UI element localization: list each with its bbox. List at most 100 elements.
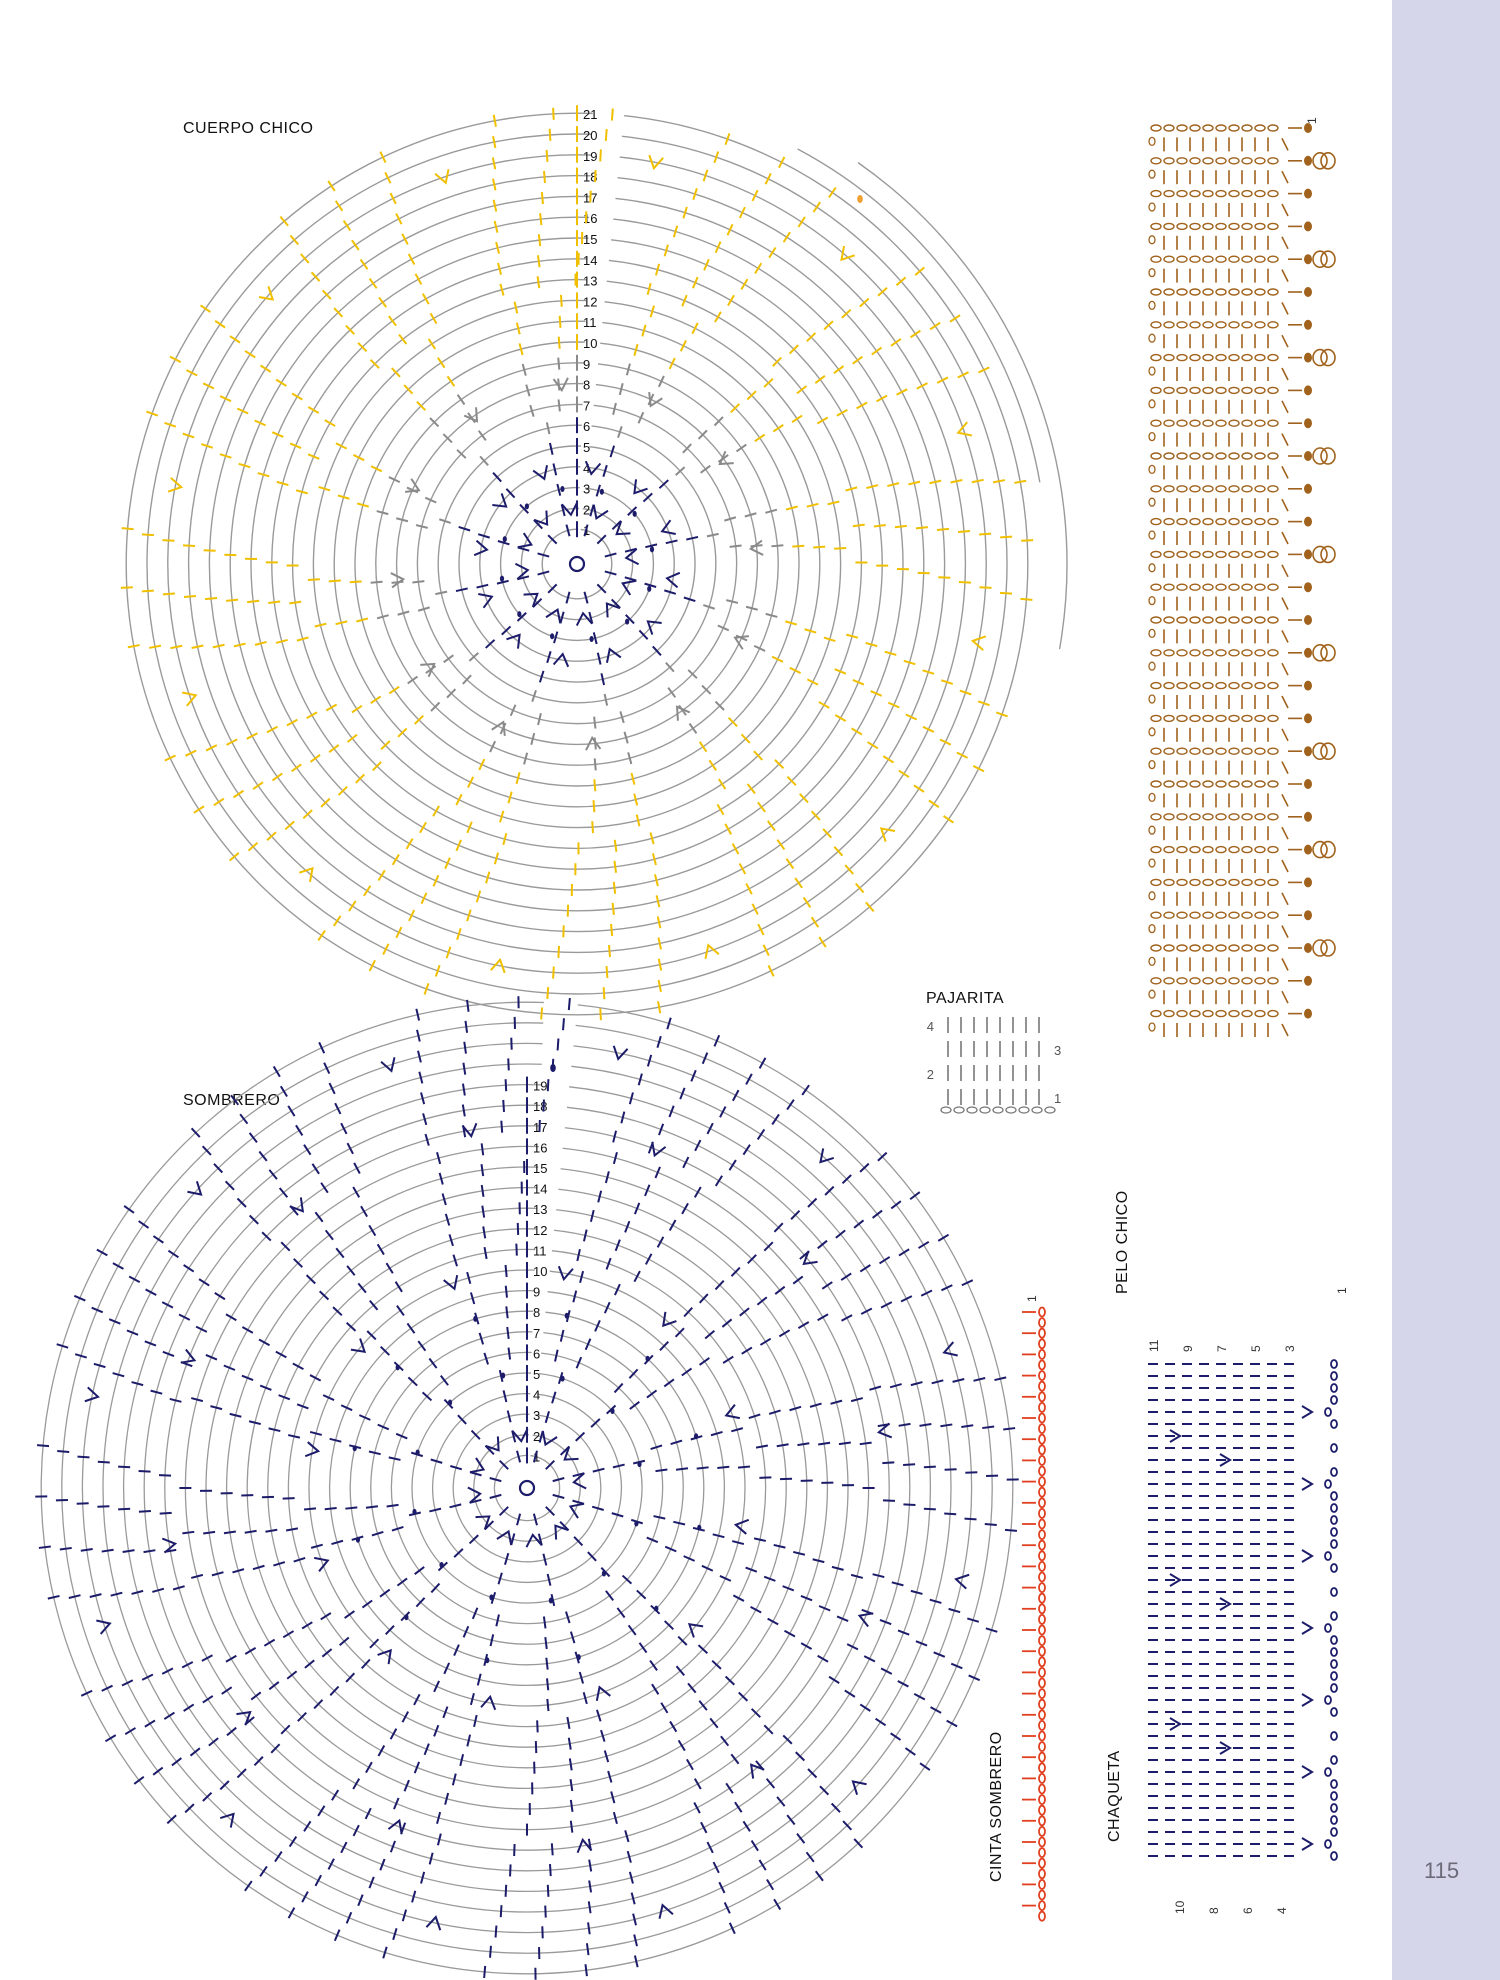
chain-mark xyxy=(1202,780,1214,788)
stitch-mark xyxy=(701,684,712,695)
chain-mark xyxy=(1163,255,1175,263)
round-number: 4 xyxy=(583,461,590,476)
stitch-mark xyxy=(767,965,775,977)
chain-mark xyxy=(1189,780,1201,788)
increase-mark xyxy=(624,548,640,566)
stitch-mark xyxy=(201,1145,212,1156)
stitch-mark xyxy=(663,244,669,257)
round-number: 13 xyxy=(533,1202,547,1217)
stitch-mark xyxy=(184,1803,195,1814)
stitch-mark xyxy=(1281,367,1289,381)
chain-mark xyxy=(1202,944,1214,952)
stitch-mark xyxy=(806,678,819,686)
stitch-mark xyxy=(429,417,440,428)
stitch-mark xyxy=(681,1202,689,1215)
stitch-mark xyxy=(272,1065,281,1078)
round-number: 11 xyxy=(583,315,597,330)
stitch-mark xyxy=(328,1082,336,1095)
stitch-mark xyxy=(686,535,699,541)
stitch-mark xyxy=(700,1821,708,1834)
stitch-mark xyxy=(824,1185,835,1196)
stitch-mark xyxy=(706,532,719,538)
stitch-mark xyxy=(97,1460,110,1464)
stitch-mark xyxy=(789,1405,802,1412)
stitch-mark xyxy=(413,714,424,725)
stitch-mark xyxy=(569,1820,574,1833)
chain-mark xyxy=(1215,649,1227,657)
stitch-mark xyxy=(759,1476,772,1479)
stitch-mark xyxy=(750,1605,762,1614)
chain-mark xyxy=(1241,124,1253,132)
stitch-mark xyxy=(221,1686,233,1695)
stitch-mark xyxy=(624,1830,630,1843)
stitch-mark xyxy=(870,690,883,697)
stitch-mark xyxy=(1281,302,1289,315)
stitch-mark xyxy=(603,1301,611,1314)
stitch-mark xyxy=(718,1881,726,1894)
stitch-mark xyxy=(391,367,401,378)
round-number: 18 xyxy=(533,1099,547,1114)
chain-mark xyxy=(1202,386,1214,395)
stitch-mark xyxy=(340,1122,348,1135)
stitch-mark xyxy=(785,505,798,511)
stitch-mark xyxy=(345,1322,357,1332)
stitch-mark xyxy=(772,356,782,367)
stitch-mark xyxy=(880,1667,893,1675)
chain-mark xyxy=(992,1106,1004,1114)
stitch-mark xyxy=(961,1279,974,1287)
stitch-mark xyxy=(485,639,496,649)
stitch-mark xyxy=(559,1329,565,1342)
chain-mark xyxy=(1148,759,1156,770)
stitch-mark xyxy=(329,1685,340,1697)
stitch-mark xyxy=(791,414,803,424)
stitch-mark xyxy=(278,1394,291,1401)
stitch-mark xyxy=(478,1332,485,1345)
stitch-mark xyxy=(287,1907,296,1919)
stitch-mark xyxy=(388,1456,401,1461)
stitch-mark xyxy=(314,1211,324,1223)
stitch-mark xyxy=(717,624,730,632)
stitch-mark xyxy=(644,1184,651,1197)
stitch-mark xyxy=(278,1187,289,1198)
stitch-mark xyxy=(653,874,659,887)
stitch-mark xyxy=(562,1018,565,1031)
stitch-mark xyxy=(793,1550,806,1556)
increase-mark xyxy=(633,479,648,495)
increase-mark xyxy=(648,154,664,171)
stitch-mark xyxy=(818,936,827,948)
stitch-mark xyxy=(754,262,763,274)
stitch-mark xyxy=(496,579,509,585)
stitch-mark xyxy=(552,1477,565,1483)
slip-stitch-mark xyxy=(637,1461,642,1468)
chain-mark xyxy=(1267,780,1279,788)
stitch-mark xyxy=(666,1017,672,1030)
stitch-mark xyxy=(252,1564,265,1571)
stitch-mark xyxy=(809,1402,822,1408)
stitch-mark xyxy=(458,525,471,532)
slip-stitch-mark xyxy=(560,1375,565,1382)
stitch-mark xyxy=(611,520,622,531)
stitch-mark xyxy=(379,1858,386,1871)
stitch-mark xyxy=(679,1087,686,1100)
chain-mark xyxy=(1038,1614,1046,1625)
stitch-mark xyxy=(382,943,390,955)
stitch-mark xyxy=(603,1750,610,1763)
round-ring xyxy=(123,1083,932,1893)
stitch-mark xyxy=(291,392,303,401)
stitch-mark xyxy=(748,1413,761,1420)
stitch-mark xyxy=(948,1607,961,1614)
stitch-mark xyxy=(821,1281,833,1290)
stitch-mark xyxy=(280,1241,291,1252)
stitch-mark xyxy=(391,854,400,866)
stitch-mark xyxy=(757,801,766,813)
chain-mark xyxy=(1228,681,1240,690)
chain-mark xyxy=(1254,714,1266,723)
stitch-mark xyxy=(327,180,336,192)
increase-mark xyxy=(506,633,521,649)
slip-stitch-mark xyxy=(1304,319,1312,330)
stitch-mark xyxy=(604,128,608,142)
chain-mark xyxy=(1176,977,1188,985)
stitch-mark xyxy=(957,371,969,379)
round-ring xyxy=(395,382,759,746)
round-number: 9 xyxy=(583,357,590,372)
